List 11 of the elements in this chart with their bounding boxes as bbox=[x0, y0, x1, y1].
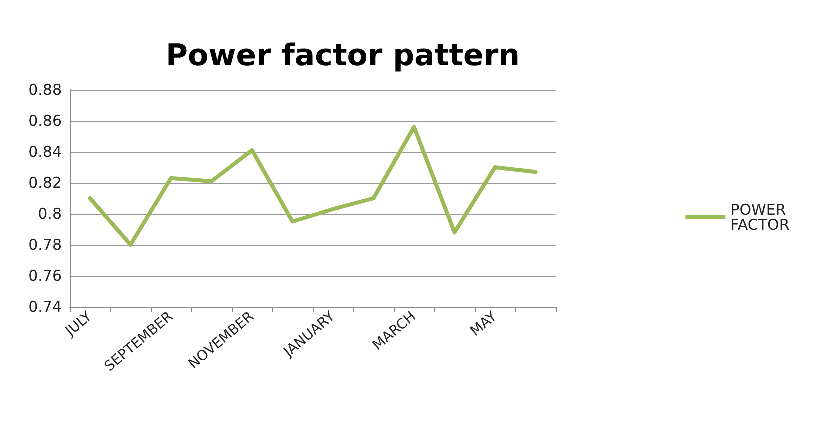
y-tick-label: 0.8 bbox=[38, 205, 62, 223]
y-tick-label: 0.88 bbox=[28, 81, 62, 99]
chart-title: Power factor pattern bbox=[166, 38, 520, 74]
y-tick-label: 0.86 bbox=[28, 112, 62, 130]
y-tick-label: 0.78 bbox=[28, 236, 62, 254]
y-tick-label: 0.84 bbox=[28, 143, 62, 161]
y-tick-label: 0.82 bbox=[28, 174, 62, 192]
line-series bbox=[88, 125, 538, 247]
legend-label: POWER FACTOR bbox=[730, 201, 792, 234]
y-tick-label: 0.76 bbox=[28, 267, 62, 285]
y-tick-label: 0.74 bbox=[28, 298, 62, 316]
